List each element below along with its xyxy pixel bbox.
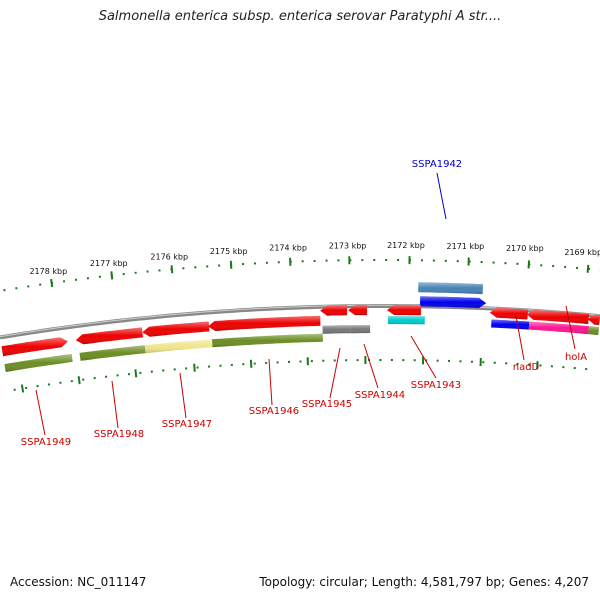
kbp-label: 2177 kbp: [90, 259, 128, 268]
accession-text: Accession: NC_011147: [10, 575, 147, 589]
gene-hola-arrow-shade: [526, 309, 590, 325]
gene-sspa1942-arrow-shade: [420, 296, 487, 308]
leader-nadd: [515, 315, 525, 361]
leader-sspa1948: [111, 380, 119, 429]
gene-label-sspa1947: SSPA1947: [162, 419, 212, 430]
leader-sspa1945: [329, 347, 341, 399]
inner-major-tick: [193, 363, 196, 372]
inner-major-tick: [536, 361, 539, 370]
leader-sspa1947: [179, 372, 187, 419]
leader-sspa1942: [436, 172, 447, 220]
gene-nadd-band-shade: [491, 319, 530, 330]
gene-label-sspa1948: SSPA1948: [94, 429, 144, 440]
gene-sspa1949-arrow-shade: [1, 337, 68, 357]
gene-label-sspa1944: SSPA1944: [355, 390, 405, 401]
gene-label-nadd: nadD: [513, 362, 540, 373]
leader-sspa1943: [410, 335, 437, 379]
leader-hola: [565, 305, 576, 350]
gene-sspa1942-band-shade: [418, 282, 483, 295]
gene-label-sspa1942: SSPA1942: [412, 159, 462, 170]
feature-tracks: [1, 282, 600, 372]
leader-sspa1944: [363, 343, 379, 389]
kbp-label: 2178 kbp: [29, 267, 67, 276]
kbp-label: 2171 kbp: [447, 242, 485, 251]
ruler-ticks: [3, 256, 600, 393]
gene-label-sspa1949: SSPA1949: [21, 437, 71, 448]
ruler-major-tick: [229, 260, 233, 269]
gene-label-sspa1945: SSPA1945: [302, 399, 352, 410]
ruler-labels: 2178 kbp 2177 kbp 2176 kbp 2175 kbp 2174 kbp…: [29, 241, 600, 276]
gene-sspa1945-band-shade: [322, 325, 351, 334]
gene-sspa1946-arrow-shade: [208, 315, 321, 331]
gene-sspa1947-band-shade: [144, 339, 213, 354]
kbp-label: 2173 kbp: [329, 242, 367, 251]
gene-next-arrow-shade: [587, 314, 600, 326]
gene-label-hola: holA: [565, 352, 587, 363]
leader-sspa1946: [268, 358, 273, 406]
gene-sspa1949-band-shade: [4, 354, 73, 372]
gene-sspa1945-arrow-shade: [348, 305, 368, 316]
gene-sspa1948-band-shade: [79, 345, 146, 361]
kbp-label: 2174 kbp: [269, 244, 307, 253]
ruler-major-tick: [110, 271, 114, 280]
kbp-label: 2176 kbp: [150, 252, 188, 261]
gene-nadd-arrow-shade: [489, 307, 529, 320]
ruler-major-tick: [586, 264, 590, 273]
leader-sspa1949: [35, 389, 46, 436]
map-title: Salmonella enterica subsp. enterica sero…: [98, 9, 502, 24]
kbp-label: 2169 kbp: [564, 248, 600, 257]
gene-label-sspa1943: SSPA1943: [411, 380, 461, 391]
inner-major-tick: [134, 369, 138, 378]
kbp-label: 2175 kbp: [210, 247, 248, 256]
kbp-label: 2172 kbp: [387, 241, 425, 250]
gene-sspa1944-band-shade: [350, 325, 371, 334]
inner-major-tick: [20, 384, 25, 393]
gene-callouts: SSPA1942 SSPA1943 SSPA1944SSPA1945SSPA1946…: [21, 159, 587, 448]
gene-sspa1947-arrow-shade: [142, 321, 210, 337]
ruler-major-tick: [170, 265, 174, 274]
ruler-major-tick: [50, 278, 54, 288]
kbp-label: 2170 kbp: [506, 244, 544, 253]
gene-sspa1948-arrow-shade: [75, 327, 143, 345]
gene-label-sspa1946: SSPA1946: [249, 406, 299, 417]
gene-next-band-shade: [588, 326, 599, 335]
gene-sspa1946-band-shade: [212, 333, 323, 348]
topology-text: Topology: circular; Length: 4,581,797 bp…: [259, 575, 589, 589]
gene-sspa1944-arrow-shade: [320, 305, 348, 316]
gene-sspa1943-arrow-shade: [387, 305, 421, 316]
gene-sspa1943-band-shade: [388, 316, 425, 325]
inner-major-tick: [77, 376, 81, 385]
gene-hola-band-shade: [528, 321, 589, 335]
